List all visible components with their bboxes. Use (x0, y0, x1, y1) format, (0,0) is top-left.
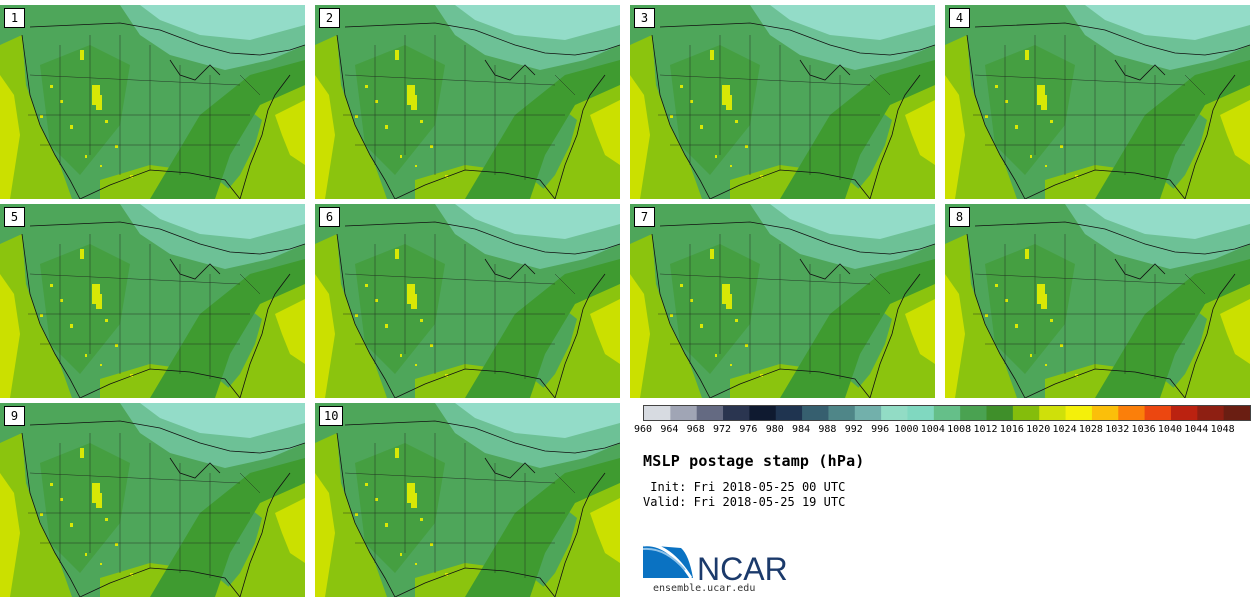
map-image (630, 204, 935, 398)
colorbar-tick-label: 1000 (894, 424, 919, 435)
colorbar-swatch (960, 406, 988, 420)
colorbar-swatch (1039, 406, 1067, 420)
colorbar-tick-label: 1048 (1210, 424, 1235, 435)
colorbar (643, 405, 1251, 421)
panel-number: 3 (634, 8, 655, 28)
map-image (0, 5, 305, 199)
panel-number: 7 (634, 207, 655, 227)
colorbar-swatch (1223, 406, 1250, 420)
colorbar-tick-label: 964 (660, 424, 679, 435)
colorbar-swatch (1144, 406, 1172, 420)
map-panel-8[interactable]: 8 (945, 204, 1250, 398)
colorbar-tick-label: 1036 (1131, 424, 1156, 435)
panel-number: 6 (319, 207, 340, 227)
colorbar-tick-label: 1040 (1157, 424, 1182, 435)
valid-time: Valid: Fri 2018-05-25 19 UTC (643, 495, 846, 509)
colorbar-swatch (907, 406, 935, 420)
init-time: Init: Fri 2018-05-25 00 UTC (643, 480, 846, 494)
colorbar-swatch (828, 406, 856, 420)
map-image (945, 5, 1250, 199)
map-panel-10[interactable]: 10 (315, 403, 620, 597)
colorbar-swatch (723, 406, 750, 420)
panel-number: 9 (4, 406, 25, 426)
colorbar-tick-label: 1012 (973, 424, 998, 435)
colorbar-swatch (1012, 406, 1040, 420)
colorbar-tick-label: 960 (633, 424, 653, 435)
map-panel-3[interactable]: 3 (630, 5, 935, 199)
panel-number: 5 (4, 207, 25, 227)
map-panel-7[interactable]: 7 (630, 204, 935, 398)
ncar-logo[interactable]: NCAR (642, 540, 803, 587)
colorbar-swatch (670, 406, 698, 420)
map-panel-6[interactable]: 6 (315, 204, 620, 398)
map-image (315, 403, 620, 597)
map-panel-4[interactable]: 4 (945, 5, 1250, 199)
map-panel-1[interactable]: 1 (0, 5, 305, 199)
panel-number: 4 (949, 8, 970, 28)
colorbar-tick-label: 980 (765, 424, 784, 435)
colorbar-tick-label: 1008 (947, 424, 972, 435)
map-image (315, 204, 620, 398)
chart-title: MSLP postage stamp (hPa) (643, 452, 865, 470)
colorbar-tick-label: 972 (713, 424, 732, 435)
colorbar-tick-label: 1028 (1078, 424, 1103, 435)
panel-number: 8 (949, 207, 970, 227)
colorbar-swatch (881, 406, 908, 420)
map-image (630, 5, 935, 199)
colorbar-tick-labels: 960 964 968 972 976 980 984 988 992 996 1000 1004 10… (634, 424, 1260, 438)
colorbar-swatch (1091, 406, 1119, 420)
map-image (0, 403, 305, 597)
colorbar-tick-label: 968 (686, 424, 705, 435)
colorbar-swatch (854, 406, 882, 420)
colorbar-swatch (1197, 406, 1225, 420)
map-image (0, 204, 305, 398)
map-panel-9[interactable]: 9 (0, 403, 305, 597)
map-image (945, 204, 1250, 398)
colorbar-tick-label: 1032 (1105, 424, 1130, 435)
map-panel-5[interactable]: 5 (0, 204, 305, 398)
colorbar-tick-label: 1004 (920, 424, 945, 435)
ncar-logo-text: NCAR (697, 551, 788, 585)
colorbar-swatch (1170, 406, 1198, 420)
map-image (315, 5, 620, 199)
colorbar-swatch (644, 406, 671, 420)
colorbar-swatches (644, 406, 1250, 420)
ncar-logo-icon: NCAR (642, 543, 788, 587)
colorbar-tick-label: 1020 (1026, 424, 1051, 435)
colorbar-swatch (1118, 406, 1146, 420)
colorbar-swatch (749, 406, 777, 420)
colorbar-tick-label: 1016 (999, 424, 1024, 435)
colorbar-tick-label: 988 (818, 424, 837, 435)
panel-number: 10 (319, 406, 344, 426)
colorbar-swatch (802, 406, 829, 420)
logo-url-link[interactable]: ensemble.ucar.edu (653, 583, 756, 594)
colorbar-swatch (696, 406, 724, 420)
colorbar-swatch (775, 406, 803, 420)
colorbar-swatch (933, 406, 961, 420)
colorbar-tick-label: 1044 (1184, 424, 1209, 435)
map-panel-2[interactable]: 2 (315, 5, 620, 199)
panel-number: 2 (319, 8, 340, 28)
colorbar-tick-label: 976 (739, 424, 758, 435)
colorbar-swatch (1065, 406, 1093, 420)
colorbar-tick-label: 992 (844, 424, 863, 435)
colorbar-tick-label: 996 (871, 424, 890, 435)
time-info: Init: Fri 2018-05-25 00 UTC Valid: Fri 2… (643, 480, 845, 510)
panel-number: 1 (4, 8, 25, 28)
colorbar-tick-label: 984 (792, 424, 811, 435)
colorbar-swatch (986, 406, 1014, 420)
colorbar-tick-label: 1024 (1052, 424, 1077, 435)
